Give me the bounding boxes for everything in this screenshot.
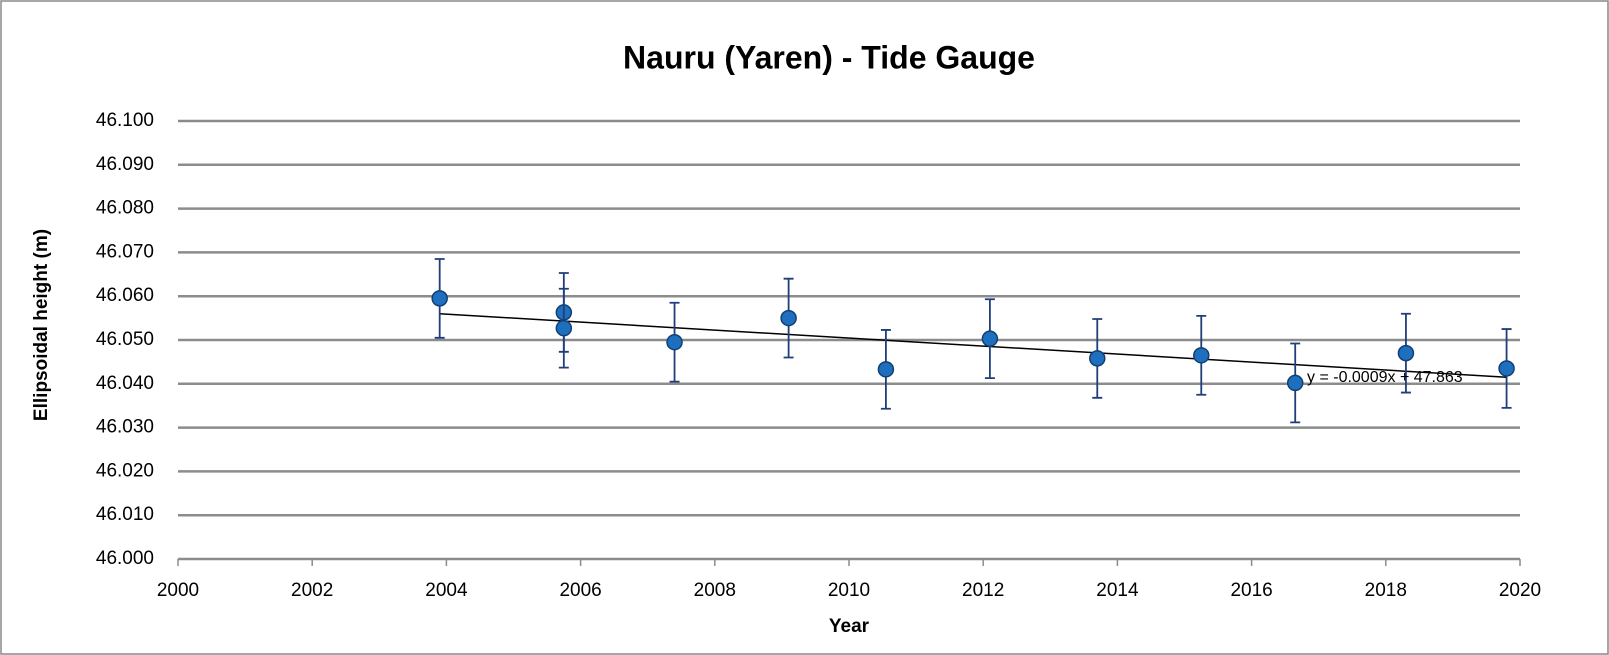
data-point (1397, 344, 1415, 362)
y-tick-label: 46.050 (96, 329, 154, 350)
data-point (877, 361, 895, 378)
chart-title: Nauru (Yaren) - Tide Gauge (623, 39, 1035, 75)
data-point (1498, 360, 1515, 377)
y-tick-label: 46.010 (96, 504, 154, 525)
y-tick-label: 46.100 (96, 110, 154, 131)
y-tick-label: 46.040 (96, 373, 154, 394)
x-tick-label: 2008 (694, 580, 736, 601)
trendline-equation: y = -0.0009x + 47.863 (1307, 369, 1463, 386)
y-axis-label: Ellipsoidal height (m) (31, 229, 52, 421)
data-point (1089, 350, 1106, 367)
x-tick-label: 2006 (559, 580, 601, 601)
data-point (981, 330, 999, 347)
data-point (780, 309, 797, 327)
y-tick-label: 46.090 (96, 154, 154, 175)
data-point (1193, 347, 1210, 364)
x-tick-label: 2010 (828, 580, 870, 601)
x-tick-label: 2016 (1230, 580, 1272, 601)
trendline (439, 312, 1507, 378)
y-tick-label: 46.000 (96, 548, 154, 569)
y-tick-label: 46.030 (96, 417, 154, 438)
x-tick-label: 2000 (157, 580, 199, 601)
data-point (431, 290, 448, 307)
y-tick-label: 46.020 (96, 460, 154, 481)
y-tick-label: 46.070 (96, 241, 154, 262)
data-point (555, 319, 573, 337)
y-tick-label: 46.060 (96, 285, 154, 306)
y-tick-label: 46.080 (96, 198, 154, 219)
data-point (666, 333, 683, 351)
x-tick-label: 2020 (1499, 580, 1541, 601)
data-point (1286, 374, 1304, 392)
x-tick-label: 2018 (1365, 580, 1407, 601)
x-tick-label: 2014 (1096, 580, 1139, 601)
x-tick-label: 2004 (425, 580, 468, 601)
x-tick-label: 2012 (962, 580, 1004, 601)
x-axis-label: Year (829, 616, 870, 637)
x-tick-label: 2002 (291, 580, 333, 601)
